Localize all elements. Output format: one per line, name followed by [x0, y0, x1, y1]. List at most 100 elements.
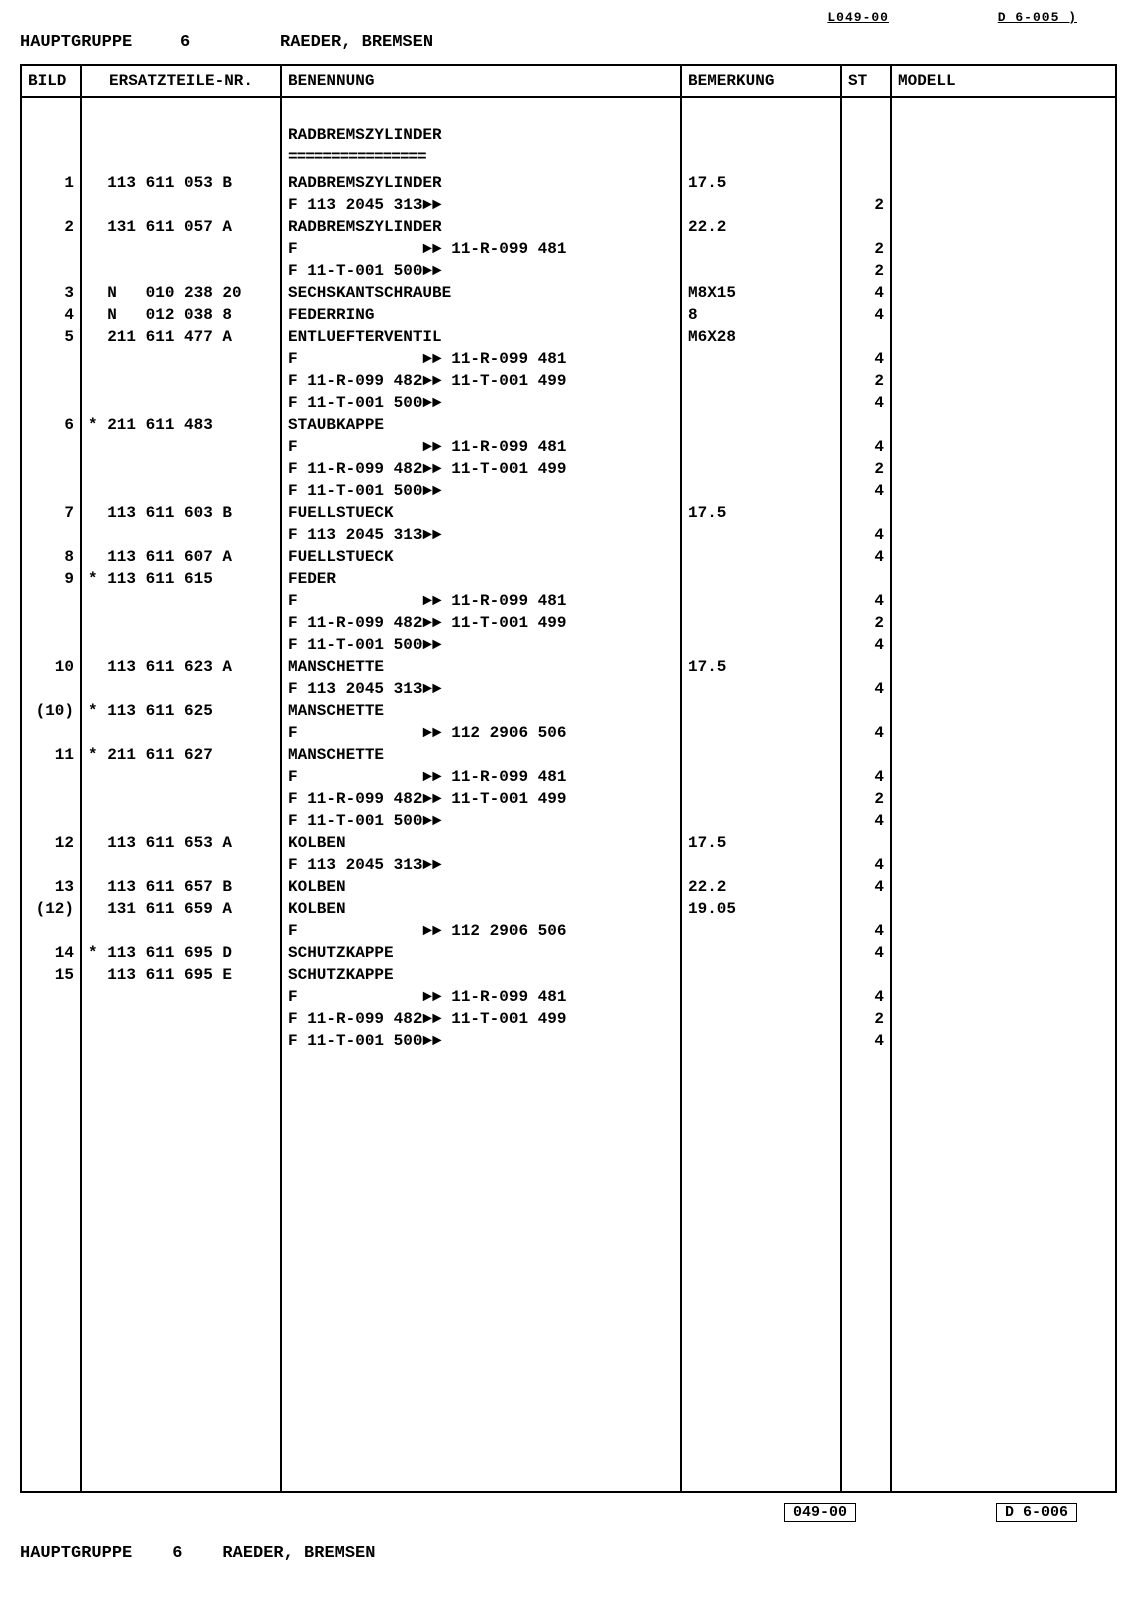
parts-table: BILD ERSATZTEILE-NR. BENENNUNG BEMERKUNG… — [20, 64, 1117, 1493]
spacer-row — [21, 1052, 1116, 1492]
cell-part: 211 611 477 A — [81, 326, 281, 348]
cell-bild: 9 — [21, 568, 81, 590]
cell-part — [81, 1008, 281, 1030]
cell-bem — [681, 590, 841, 612]
table-row: F 11-T-001 500►►4 — [21, 1030, 1116, 1052]
cell-model — [891, 744, 1116, 766]
cell-bild — [21, 766, 81, 788]
cell-name: F ►► 11-R-099 481 — [281, 766, 681, 788]
cell-st: 4 — [841, 480, 891, 502]
col-header-name: BENENNUNG — [281, 65, 681, 97]
cell-bild — [21, 1008, 81, 1030]
footer-hg-title: RAEDER, BREMSEN — [222, 1544, 375, 1563]
col-header-bild: BILD — [21, 65, 81, 97]
cell-st: 4 — [841, 282, 891, 304]
cell-bild: 13 — [21, 876, 81, 898]
cell-st: 2 — [841, 194, 891, 216]
col-header-part: ERSATZTEILE-NR. — [81, 65, 281, 97]
cell-bild — [21, 810, 81, 832]
table-row: 7 113 611 603 BFUELLSTUECK17.5 — [21, 502, 1116, 524]
cell-model — [891, 788, 1116, 810]
cell-bild: 2 — [21, 216, 81, 238]
cell-bild: 10 — [21, 656, 81, 678]
cell-part — [81, 634, 281, 656]
cell-bem — [681, 766, 841, 788]
cell-bem: 8 — [681, 304, 841, 326]
cell-part: 113 611 657 B — [81, 876, 281, 898]
cell-part: * 113 611 695 D — [81, 942, 281, 964]
cell-bild — [21, 986, 81, 1008]
table-header-row: BILD ERSATZTEILE-NR. BENENNUNG BEMERKUNG… — [21, 65, 1116, 97]
cell-bem — [681, 920, 841, 942]
cell-name: MANSCHETTE — [281, 700, 681, 722]
section-title-row: RADBREMSZYLINDER — [21, 97, 1116, 146]
cell-part — [81, 986, 281, 1008]
cell-name: FUELLSTUECK — [281, 502, 681, 524]
cell-part — [81, 238, 281, 260]
cell-bild: 6 — [21, 414, 81, 436]
cell-part: 113 611 053 B — [81, 172, 281, 194]
cell-name: KOLBEN — [281, 832, 681, 854]
table-row: F ►► 112 2906 5064 — [21, 722, 1116, 744]
cell-name: RADBREMSZYLINDER — [281, 172, 681, 194]
cell-part — [81, 1030, 281, 1052]
cell-model — [891, 612, 1116, 634]
cell-bem — [681, 348, 841, 370]
cell-model — [891, 568, 1116, 590]
table-row: F 113 2045 313►►4 — [21, 854, 1116, 876]
cell-name: F 11-T-001 500►► — [281, 1030, 681, 1052]
cell-part — [81, 722, 281, 744]
cell-bem — [681, 634, 841, 656]
table-row: F ►► 11-R-099 4814 — [21, 348, 1116, 370]
cell-part: * 113 611 625 — [81, 700, 281, 722]
table-row: F ►► 112 2906 5064 — [21, 920, 1116, 942]
col-header-st: ST — [841, 65, 891, 97]
table-row: F 113 2045 313►►4 — [21, 524, 1116, 546]
cell-model — [891, 370, 1116, 392]
cell-bem — [681, 854, 841, 876]
cell-bild — [21, 788, 81, 810]
cell-name: FUELLSTUECK — [281, 546, 681, 568]
cell-bem: 22.2 — [681, 216, 841, 238]
cell-st: 4 — [841, 986, 891, 1008]
cell-part — [81, 436, 281, 458]
cell-part — [81, 392, 281, 414]
cell-model — [891, 1008, 1116, 1030]
cell-model — [891, 480, 1116, 502]
cell-bild — [21, 194, 81, 216]
cell-st: 2 — [841, 370, 891, 392]
cell-part: 131 611 057 A — [81, 216, 281, 238]
cell-name: MANSCHETTE — [281, 656, 681, 678]
cell-bem: 17.5 — [681, 502, 841, 524]
cell-bild — [21, 370, 81, 392]
cell-bem — [681, 744, 841, 766]
cell-st: 4 — [841, 546, 891, 568]
cell-bild — [21, 436, 81, 458]
table-row: F 11-T-001 500►►4 — [21, 392, 1116, 414]
cell-bild: 12 — [21, 832, 81, 854]
cell-st: 4 — [841, 810, 891, 832]
cell-model — [891, 546, 1116, 568]
footer-code-left: 049-00 — [784, 1503, 856, 1522]
cell-part: N 010 238 20 — [81, 282, 281, 304]
cell-bild — [21, 612, 81, 634]
cell-st: 4 — [841, 920, 891, 942]
table-row: 10 113 611 623 AMANSCHETTE17.5 — [21, 656, 1116, 678]
cell-name: SECHSKANTSCHRAUBE — [281, 282, 681, 304]
cell-bild — [21, 458, 81, 480]
cell-bem: 17.5 — [681, 832, 841, 854]
cell-bild — [21, 1030, 81, 1052]
table-row: 6* 211 611 483STAUBKAPPE — [21, 414, 1116, 436]
cell-part — [81, 590, 281, 612]
table-row: 2 131 611 057 ARADBREMSZYLINDER22.2 — [21, 216, 1116, 238]
cell-name: F 11-R-099 482►► 11-T-001 499 — [281, 370, 681, 392]
cell-part — [81, 766, 281, 788]
page-header: HAUPTGRUPPE 6 RAEDER, BREMSEN — [20, 25, 1117, 64]
table-row: 14* 113 611 695 DSCHUTZKAPPE4 — [21, 942, 1116, 964]
cell-bem — [681, 942, 841, 964]
table-body: RADBREMSZYLINDER ================ 1 113 … — [21, 97, 1116, 1492]
cell-name: F 113 2045 313►► — [281, 678, 681, 700]
cell-st: 4 — [841, 942, 891, 964]
cell-bild: 7 — [21, 502, 81, 524]
cell-bild — [21, 678, 81, 700]
